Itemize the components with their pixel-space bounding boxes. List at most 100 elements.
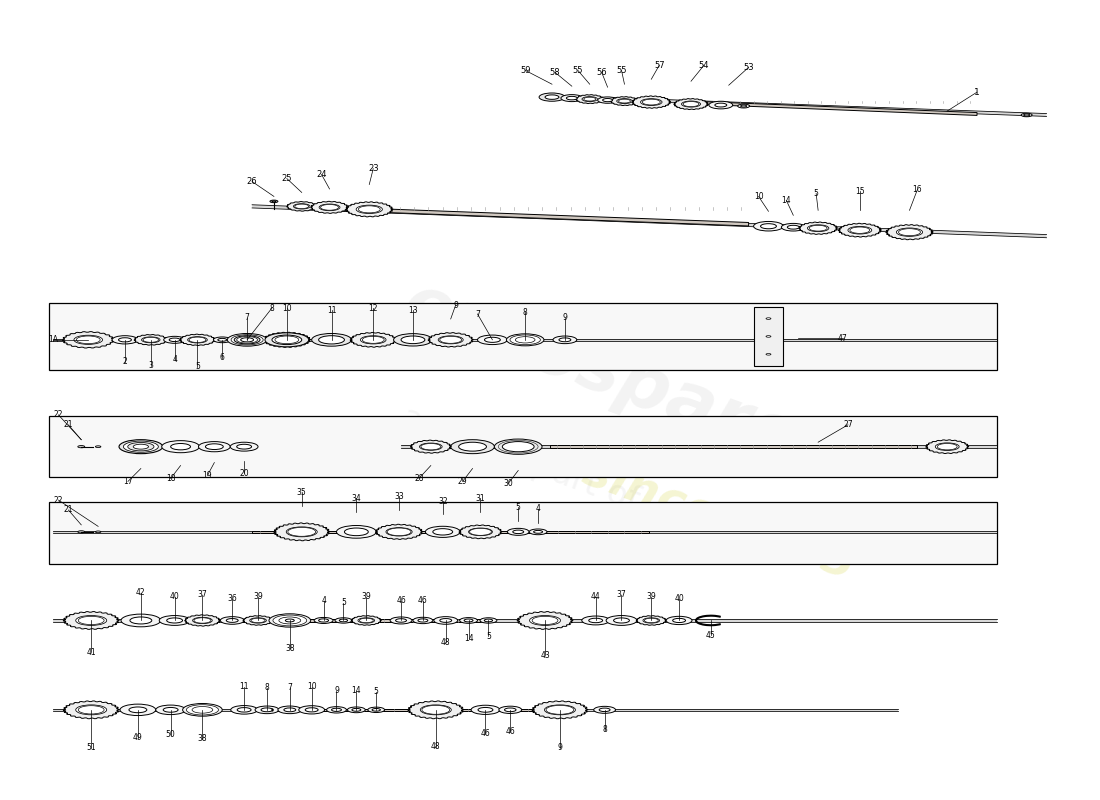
- Ellipse shape: [147, 338, 155, 341]
- Polygon shape: [274, 523, 330, 541]
- Text: 40: 40: [169, 592, 179, 601]
- Text: 28: 28: [415, 474, 424, 483]
- Ellipse shape: [348, 707, 365, 713]
- Ellipse shape: [464, 619, 473, 622]
- Ellipse shape: [394, 530, 405, 534]
- Text: 54: 54: [698, 61, 710, 70]
- Ellipse shape: [123, 441, 158, 452]
- Ellipse shape: [471, 706, 499, 714]
- Text: since 1985: since 1985: [576, 449, 861, 590]
- Ellipse shape: [478, 707, 493, 712]
- Ellipse shape: [162, 441, 199, 453]
- Text: 36: 36: [228, 594, 238, 603]
- Ellipse shape: [432, 529, 453, 535]
- Ellipse shape: [460, 618, 477, 623]
- Ellipse shape: [320, 205, 339, 210]
- Polygon shape: [263, 332, 310, 347]
- Ellipse shape: [255, 706, 279, 714]
- Text: 24: 24: [317, 170, 327, 179]
- Ellipse shape: [294, 204, 310, 209]
- Ellipse shape: [198, 442, 230, 452]
- Ellipse shape: [362, 336, 384, 343]
- Ellipse shape: [194, 338, 201, 341]
- Text: 45: 45: [706, 631, 716, 640]
- Ellipse shape: [848, 226, 871, 234]
- Polygon shape: [153, 619, 481, 622]
- Ellipse shape: [603, 98, 613, 102]
- Polygon shape: [179, 334, 216, 346]
- Polygon shape: [610, 97, 638, 106]
- Text: 21: 21: [64, 506, 73, 514]
- Ellipse shape: [236, 444, 252, 449]
- Text: 23: 23: [367, 164, 378, 173]
- Text: 9: 9: [558, 743, 562, 752]
- Ellipse shape: [96, 446, 101, 447]
- Ellipse shape: [855, 229, 865, 232]
- Text: 58: 58: [550, 68, 560, 77]
- Text: 21: 21: [64, 420, 73, 430]
- Ellipse shape: [708, 102, 733, 109]
- Text: 59: 59: [520, 66, 530, 75]
- Ellipse shape: [241, 338, 254, 342]
- Ellipse shape: [367, 338, 378, 342]
- Ellipse shape: [438, 336, 463, 344]
- Polygon shape: [64, 611, 119, 630]
- Ellipse shape: [120, 704, 156, 715]
- Text: 51: 51: [87, 743, 96, 752]
- Text: 11: 11: [240, 682, 249, 691]
- Ellipse shape: [672, 618, 685, 622]
- Ellipse shape: [510, 335, 540, 345]
- Ellipse shape: [470, 528, 492, 535]
- Ellipse shape: [505, 708, 516, 712]
- Ellipse shape: [254, 619, 262, 622]
- Ellipse shape: [899, 229, 921, 236]
- Ellipse shape: [506, 334, 543, 346]
- Ellipse shape: [286, 527, 317, 537]
- Ellipse shape: [274, 336, 300, 344]
- Text: 46: 46: [505, 727, 515, 736]
- Text: 37: 37: [617, 590, 626, 599]
- Text: 7: 7: [244, 314, 250, 322]
- Ellipse shape: [156, 705, 186, 714]
- Text: 16: 16: [913, 185, 922, 194]
- Ellipse shape: [588, 618, 603, 622]
- Ellipse shape: [361, 336, 386, 344]
- Ellipse shape: [270, 200, 278, 202]
- Ellipse shape: [553, 336, 576, 344]
- Ellipse shape: [183, 703, 222, 716]
- Text: 8: 8: [522, 307, 528, 317]
- Text: 2: 2: [122, 357, 128, 366]
- Ellipse shape: [363, 619, 370, 622]
- Polygon shape: [838, 223, 881, 237]
- Text: 6: 6: [220, 353, 224, 362]
- Text: 7: 7: [475, 310, 480, 318]
- Text: 29: 29: [458, 477, 468, 486]
- Ellipse shape: [586, 98, 593, 100]
- Text: 38: 38: [285, 644, 295, 653]
- Ellipse shape: [484, 338, 500, 342]
- Ellipse shape: [364, 207, 375, 211]
- Ellipse shape: [484, 619, 493, 622]
- Ellipse shape: [213, 337, 231, 342]
- Ellipse shape: [119, 338, 131, 342]
- Ellipse shape: [344, 528, 369, 536]
- Ellipse shape: [189, 337, 206, 342]
- Ellipse shape: [422, 706, 450, 714]
- Ellipse shape: [278, 706, 301, 714]
- Polygon shape: [54, 530, 997, 533]
- Ellipse shape: [143, 338, 158, 342]
- Text: 49: 49: [133, 733, 143, 742]
- Text: 14: 14: [781, 196, 791, 205]
- Text: 31: 31: [475, 494, 485, 502]
- Polygon shape: [311, 202, 349, 214]
- Text: 5: 5: [341, 598, 345, 607]
- Text: 5: 5: [374, 687, 378, 697]
- Ellipse shape: [298, 206, 305, 207]
- Polygon shape: [517, 611, 573, 630]
- Bar: [48, 302, 997, 370]
- Ellipse shape: [561, 94, 583, 102]
- Polygon shape: [674, 98, 708, 110]
- Text: 48: 48: [431, 742, 441, 751]
- Ellipse shape: [282, 338, 293, 342]
- Ellipse shape: [186, 705, 219, 715]
